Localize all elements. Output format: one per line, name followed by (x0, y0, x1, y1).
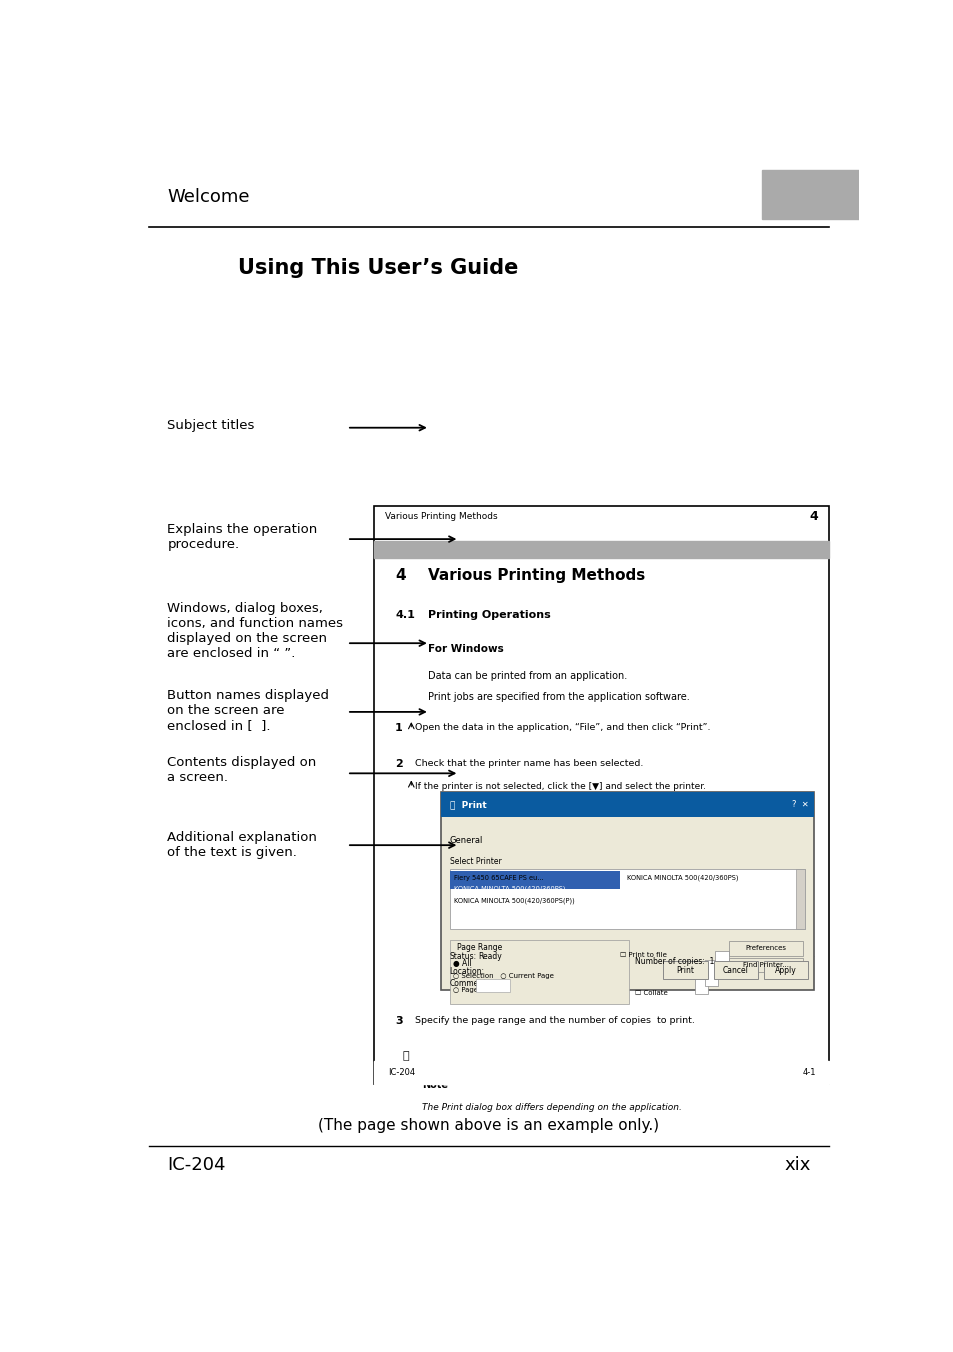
Text: ☐ Collate: ☐ Collate (635, 990, 667, 996)
Text: Windows, dialog boxes,
icons, and function names
displayed on the screen
are enc: Windows, dialog boxes, icons, and functi… (167, 602, 343, 660)
Text: xix: xix (783, 1156, 810, 1174)
Bar (715, 952, 728, 977)
Text: Welcome: Welcome (167, 188, 250, 206)
Text: Cancel: Cancel (722, 965, 748, 975)
Text: ⎙  Print: ⎙ Print (449, 800, 486, 808)
Text: 2: 2 (395, 758, 402, 769)
Text: 📎: 📎 (402, 1052, 409, 1061)
Text: If the printer is not selected, click the [▼] and select the printer.: If the printer is not selected, click th… (415, 781, 705, 791)
Bar (449, 940, 628, 1005)
Text: The Print dialog box differs depending on the application.: The Print dialog box differs depending o… (422, 1103, 681, 1113)
Text: 4: 4 (395, 568, 405, 583)
Bar (374, 541, 828, 558)
Bar (450, 871, 619, 888)
Bar (763, 961, 807, 979)
Text: Page Range: Page Range (456, 944, 502, 952)
Text: Preferences: Preferences (745, 945, 786, 952)
Text: ...: ... (422, 1056, 433, 1065)
Bar (694, 968, 707, 994)
Text: 4-1: 4-1 (801, 1068, 815, 1076)
Bar (374, 506, 828, 1083)
Text: 4: 4 (808, 510, 817, 523)
Text: IC-204: IC-204 (167, 1156, 226, 1174)
Text: Using This User’s Guide: Using This User’s Guide (237, 258, 517, 279)
Text: Location:: Location: (449, 967, 484, 976)
Text: Printing Operations: Printing Operations (427, 610, 550, 619)
Text: ● All: ● All (453, 959, 471, 968)
Text: Check that the printer name has been selected.: Check that the printer name has been sel… (415, 758, 642, 768)
Text: Button names displayed
on the screen are
enclosed in [  ].: Button names displayed on the screen are… (167, 690, 329, 731)
Text: ○ Selection   ○ Current Page: ○ Selection ○ Current Page (453, 973, 553, 979)
Text: ○ Pages:: ○ Pages: (453, 987, 483, 992)
Text: Subject titles: Subject titles (167, 419, 254, 433)
Text: Print jobs are specified from the application software.: Print jobs are specified from the applic… (427, 692, 689, 702)
Bar (476, 979, 509, 992)
Text: Explains the operation
procedure.: Explains the operation procedure. (167, 523, 317, 552)
Bar (440, 792, 813, 817)
Text: KONICA MINOLTA 500(420/360PS): KONICA MINOLTA 500(420/360PS) (454, 886, 565, 892)
Bar (440, 792, 813, 990)
Text: Ready: Ready (477, 952, 501, 961)
Bar (761, 169, 858, 219)
Text: ☐ Print to file: ☐ Print to file (619, 952, 666, 959)
Text: Print: Print (676, 965, 694, 975)
Text: Find Printer...: Find Printer... (742, 961, 788, 968)
Text: Additional explanation
of the text is given.: Additional explanation of the text is gi… (167, 830, 316, 859)
Text: IC-204: IC-204 (387, 1068, 415, 1076)
Text: Select Printer: Select Printer (449, 857, 501, 865)
Text: Contents displayed on
a screen.: Contents displayed on a screen. (167, 756, 316, 784)
Text: ?  ✕: ? ✕ (791, 800, 807, 808)
Text: Data can be printed from an application.: Data can be printed from an application. (427, 672, 626, 681)
Text: Number of copies:  1: Number of copies: 1 (635, 957, 714, 965)
Text: Note: Note (422, 1080, 448, 1091)
Text: For Windows: For Windows (427, 645, 503, 654)
Text: Comment:: Comment: (449, 979, 489, 988)
Bar (728, 957, 802, 972)
Bar (374, 1061, 828, 1083)
Bar (662, 961, 707, 979)
Text: KONICA MINOLTA 500(420/360PS(P)): KONICA MINOLTA 500(420/360PS(P)) (454, 898, 575, 904)
Bar (795, 869, 804, 929)
Text: General: General (449, 836, 482, 845)
Text: Open the data in the application, “File”, and then click “Print”.: Open the data in the application, “File”… (415, 723, 710, 733)
Text: 3: 3 (395, 1015, 402, 1026)
Text: 1: 1 (395, 723, 402, 733)
Bar (449, 869, 803, 929)
Bar (704, 960, 718, 986)
Text: Status:: Status: (449, 952, 476, 961)
Bar (728, 941, 802, 956)
Text: (The page shown above is an example only.): (The page shown above is an example only… (318, 1118, 659, 1133)
Text: KONICA MINOLTA 500(420/360PS): KONICA MINOLTA 500(420/360PS) (626, 875, 738, 882)
Text: Fiery 5450 65CAFE PS eu...: Fiery 5450 65CAFE PS eu... (454, 875, 543, 880)
Text: 4.1: 4.1 (395, 610, 415, 619)
Text: Various Printing Methods: Various Printing Methods (427, 568, 644, 583)
Text: Apply: Apply (775, 965, 796, 975)
Text: Specify the page range and the number of copies  to print.: Specify the page range and the number of… (415, 1015, 694, 1025)
Bar (713, 961, 758, 979)
Text: Various Printing Methods: Various Printing Methods (385, 511, 497, 521)
